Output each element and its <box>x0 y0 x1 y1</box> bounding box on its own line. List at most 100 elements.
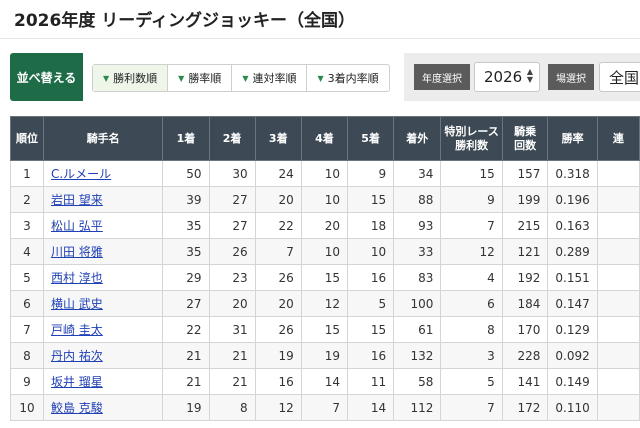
col-header-unplaced: 着外 <box>393 116 442 161</box>
filter-bar: 年度選択 2026 ▲ ▼ 場選択 全国 <box>404 53 640 101</box>
cell-rank: 2 <box>10 186 44 213</box>
jockey-link[interactable]: 川田 将雅 <box>50 245 103 259</box>
jockey-link[interactable]: 横山 武史 <box>50 297 103 311</box>
cell-special-wins: 8 <box>440 316 503 343</box>
sort-by-wins-button[interactable]: ▼ 勝利数順 <box>93 65 169 91</box>
cell-2nd: 31 <box>208 316 256 343</box>
cell-win-rate: 0.129 <box>547 316 598 343</box>
cell-top2-rate <box>596 368 640 395</box>
cell-3rd: 26 <box>254 264 302 291</box>
cell-4th: 20 <box>300 212 348 239</box>
cell-5th: 16 <box>346 264 395 291</box>
cell-5th: 10 <box>346 238 395 265</box>
cell-4th: 19 <box>300 342 348 369</box>
cell-1st: 39 <box>162 186 210 213</box>
sort-button-group: ▼ 勝利数順 ▼ 勝率順 ▼ 連対率順 ▼ 3着内率順 <box>92 64 390 92</box>
cell-win-rate: 0.149 <box>547 368 598 395</box>
cell-3rd: 12 <box>254 394 302 421</box>
cell-top2-rate <box>596 238 640 265</box>
cell-jockey: 丹内 祐次 <box>42 342 164 369</box>
cell-jockey: 坂井 瑠星 <box>42 368 164 395</box>
jockey-link[interactable]: 丹内 祐次 <box>50 349 103 363</box>
cell-rides: 192 <box>501 264 549 291</box>
cell-win-rate: 0.092 <box>547 342 598 369</box>
table-row: 8 丹内 祐次 21 21 19 19 16 132 3 228 0.092 <box>10 342 640 369</box>
cell-rank: 4 <box>10 238 44 265</box>
jockey-link[interactable]: 鮫島 克駿 <box>50 401 103 415</box>
place-select[interactable]: 全国 <box>599 62 640 92</box>
col-header-jockey: 騎手名 <box>42 116 164 161</box>
cell-unplaced: 83 <box>393 264 442 291</box>
cell-1st: 27 <box>162 290 210 317</box>
sort-by-win-rate-button[interactable]: ▼ 勝率順 <box>168 65 233 91</box>
cell-1st: 29 <box>162 264 210 291</box>
cell-special-wins: 9 <box>440 186 503 213</box>
table-row: 5 西村 淳也 29 23 26 15 16 83 4 192 0.151 <box>10 264 640 291</box>
jockey-link[interactable]: 坂井 瑠星 <box>50 375 103 389</box>
cell-4th: 7 <box>300 394 348 421</box>
table-row: 4 川田 将雅 35 26 7 10 10 33 12 121 0.289 <box>10 238 640 265</box>
cell-jockey: 松山 弘平 <box>42 212 164 239</box>
cell-3rd: 16 <box>254 368 302 395</box>
cell-unplaced: 88 <box>393 186 442 213</box>
cell-special-wins: 4 <box>440 264 503 291</box>
cell-4th: 15 <box>300 264 348 291</box>
jockey-link[interactable]: 西村 淳也 <box>50 271 103 285</box>
col-header-2nd: 2着 <box>208 116 256 161</box>
cell-unplaced: 132 <box>393 342 442 369</box>
sort-button-label: 3着内率順 <box>327 72 379 85</box>
cell-rank: 5 <box>10 264 44 291</box>
cell-top2-rate <box>596 290 640 317</box>
cell-rides: 170 <box>501 316 549 343</box>
cell-3rd: 19 <box>254 342 302 369</box>
jockey-link[interactable]: C.ルメール <box>50 167 112 181</box>
cell-top2-rate <box>596 212 640 239</box>
cell-2nd: 23 <box>208 264 256 291</box>
cell-4th: 15 <box>300 316 348 343</box>
table-row: 9 坂井 瑠星 21 21 16 14 11 58 5 141 0.149 <box>10 368 640 395</box>
cell-win-rate: 0.147 <box>547 290 598 317</box>
sort-button-label: 勝率順 <box>188 72 222 85</box>
year-select[interactable]: 2026 ▲ ▼ <box>474 62 540 92</box>
cell-special-wins: 12 <box>440 238 503 265</box>
cell-unplaced: 33 <box>393 238 442 265</box>
cell-rides: 172 <box>501 394 549 421</box>
jockey-link[interactable]: 岩田 望来 <box>50 193 103 207</box>
cell-top2-rate <box>596 186 640 213</box>
table-header-row: 順位 騎手名 1着 2着 3着 4着 5着 着外 特別レース 勝利数 騎乗 回数… <box>10 116 640 161</box>
sort-by-top2-rate-button[interactable]: ▼ 連対率順 <box>232 65 308 91</box>
cell-3rd: 20 <box>254 290 302 317</box>
cell-top2-rate <box>596 160 640 187</box>
cell-top2-rate <box>596 316 640 343</box>
page-title: 2026年度 リーディングジョッキー（全国） <box>14 11 356 31</box>
col-header-rides: 騎乗 回数 <box>501 116 549 161</box>
place-select-value: 全国 <box>609 68 640 87</box>
sort-button-label: 勝利数順 <box>113 72 158 85</box>
place-select-label: 場選択 <box>548 64 594 90</box>
cell-special-wins: 7 <box>440 394 503 421</box>
year-select-label: 年度選択 <box>414 64 470 90</box>
cell-top2-rate <box>596 394 640 421</box>
cell-special-wins: 3 <box>440 342 503 369</box>
jockey-link[interactable]: 松山 弘平 <box>50 219 103 233</box>
cell-rides: 199 <box>501 186 549 213</box>
cell-5th: 9 <box>346 160 395 187</box>
col-header-4th: 4着 <box>300 116 348 161</box>
sort-button-label: 連対率順 <box>252 72 297 85</box>
cell-jockey: 西村 淳也 <box>42 264 164 291</box>
cell-win-rate: 0.110 <box>547 394 598 421</box>
jockey-link[interactable]: 戸崎 圭太 <box>50 323 103 337</box>
cell-4th: 14 <box>300 368 348 395</box>
cell-rides: 141 <box>501 368 549 395</box>
cell-5th: 14 <box>346 394 395 421</box>
cell-win-rate: 0.289 <box>547 238 598 265</box>
cell-unplaced: 61 <box>393 316 442 343</box>
sort-by-top3-rate-button[interactable]: ▼ 3着内率順 <box>307 65 388 91</box>
col-header-rank: 順位 <box>10 116 44 161</box>
cell-2nd: 30 <box>208 160 256 187</box>
col-header-special-wins: 特別レース 勝利数 <box>440 116 503 161</box>
cell-3rd: 24 <box>254 160 302 187</box>
table-row: 7 戸崎 圭太 22 31 26 15 15 61 8 170 0.129 <box>10 316 640 343</box>
cell-win-rate: 0.196 <box>547 186 598 213</box>
cell-5th: 15 <box>346 316 395 343</box>
